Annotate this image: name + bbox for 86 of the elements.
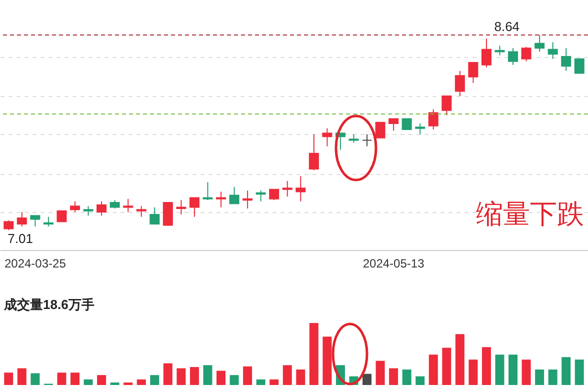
chart-title: 成交量18.6万手: [4, 297, 94, 313]
bar: [216, 370, 226, 385]
annotation: 8.64: [494, 19, 520, 34]
candlestick: [136, 206, 146, 218]
bar: [548, 370, 558, 385]
bar: [163, 363, 172, 385]
candlestick: [282, 180, 292, 198]
candlestick: [43, 216, 54, 227]
candlestick: [269, 188, 280, 201]
bar: [190, 367, 199, 385]
candlestick: [402, 118, 412, 130]
bar: [296, 370, 306, 385]
bar: [535, 370, 544, 385]
candlestick: [83, 206, 94, 216]
candlestick: [388, 118, 399, 132]
candlestick: [96, 200, 107, 216]
bar: [256, 379, 266, 385]
candlestick: [521, 46, 532, 62]
candlestick: [256, 190, 266, 202]
bar: [402, 370, 412, 385]
bar: [243, 366, 252, 385]
bar: [270, 379, 279, 385]
candlestick: [229, 186, 240, 204]
bar: [309, 323, 318, 385]
bar: [70, 372, 80, 385]
candlestick: [468, 62, 478, 84]
candlestick: [375, 122, 386, 138]
candlestick: [150, 206, 160, 225]
bar: [376, 360, 385, 385]
candlestick: [548, 42, 558, 60]
candlestick: [428, 108, 438, 130]
candlestick: [322, 128, 332, 147]
candlestick: [508, 48, 518, 66]
x-tick-label: 2024-05-13: [362, 256, 425, 270]
bar: [84, 379, 93, 385]
bar: [30, 373, 40, 385]
bar: [322, 336, 332, 385]
bar: [136, 379, 146, 385]
bar: [482, 347, 491, 385]
candlestick: [176, 200, 186, 215]
bar: [455, 334, 464, 385]
bar: [150, 375, 160, 385]
candlestick: [308, 134, 319, 171]
candlestick: [362, 134, 372, 147]
candlestick: [454, 70, 465, 97]
candlestick: [574, 58, 584, 74]
bar: [203, 365, 212, 385]
candlestick: [242, 190, 253, 209]
candlestick: [70, 200, 80, 213]
bar: [495, 354, 504, 385]
candlestick: [56, 210, 67, 222]
candlestick: [123, 198, 134, 213]
candlestick: [481, 38, 492, 68]
bar: [416, 376, 425, 385]
bar: [57, 372, 66, 385]
annotation: 7.01: [8, 231, 33, 246]
candlestick: [534, 34, 545, 52]
bar: [282, 365, 292, 385]
candlestick: [415, 123, 426, 135]
candlestick: [189, 197, 200, 218]
candlestick: [4, 220, 14, 230]
candlestick: [162, 202, 173, 226]
bar: [428, 354, 438, 385]
candlestick: [16, 212, 27, 227]
candlestick: [442, 96, 452, 116]
candlestick: [216, 191, 226, 208]
candlestick: [30, 215, 40, 227]
candlestick: [561, 48, 572, 72]
bar: [562, 357, 571, 385]
bar: [362, 374, 372, 385]
bar: [4, 372, 14, 385]
bar: [574, 360, 584, 385]
bar: [97, 375, 106, 385]
bar: [508, 354, 518, 385]
annotation: 缩量下跌: [476, 199, 584, 229]
candlestick: [296, 176, 306, 202]
bar: [522, 360, 531, 385]
bar: [389, 368, 398, 385]
bar: [17, 368, 26, 385]
x-tick-label: 2024-03-25: [4, 256, 66, 270]
bar: [176, 368, 186, 385]
bar: [442, 348, 452, 385]
candlestick: [494, 45, 505, 56]
bar: [468, 360, 478, 385]
bar: [230, 375, 239, 385]
candlestick: [202, 182, 213, 201]
